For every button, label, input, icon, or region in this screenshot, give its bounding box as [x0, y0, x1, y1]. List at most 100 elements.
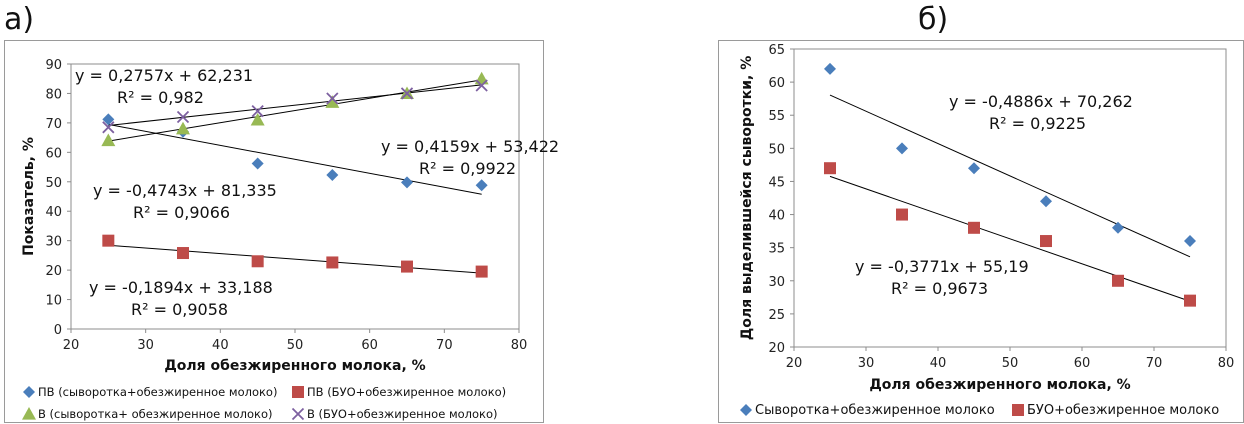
x-tick-label: 60	[1074, 356, 1091, 371]
legend-label: В (БУО+обезжиренное молоко)	[307, 407, 498, 421]
data-point-series-3	[102, 121, 115, 134]
trendline-series-1	[108, 244, 482, 274]
x-tick-label: 70	[436, 338, 453, 353]
data-point-series-0	[251, 157, 264, 170]
data-point-series-1	[1112, 274, 1124, 287]
data-point-series-2	[101, 133, 116, 147]
data-point-series-1	[401, 260, 413, 273]
legend-label: ПВ (сыворотка+обезжиренное молоко)	[38, 385, 277, 399]
x-tick-label: 40	[212, 338, 229, 353]
y-tick-label: 50	[45, 176, 62, 191]
data-point-series-1	[251, 255, 264, 268]
x-tick-label: 30	[137, 338, 154, 353]
data-point-series-0	[401, 176, 413, 189]
x-tick-label: 80	[511, 338, 528, 353]
data-point-series-1	[475, 265, 488, 278]
x-axis-title: Доля обезжиренного молока, %	[869, 377, 1130, 393]
data-point-series-0	[1040, 195, 1052, 208]
legend-marker	[292, 386, 304, 398]
trendline-r2: R² = 0,9673	[891, 279, 988, 298]
data-point-series-1	[102, 234, 115, 247]
y-tick-label: 35	[768, 242, 785, 257]
x-axis-title: Доля обезжиренного молока, %	[164, 358, 425, 374]
trendline-r2: R² = 0,982	[117, 88, 204, 107]
trendline-series-2	[108, 79, 482, 142]
legend-label: В (сыворотка+ обезжиренное молоко)	[38, 407, 272, 421]
data-point-series-3	[326, 92, 339, 105]
data-point-series-2	[474, 71, 489, 85]
trendline-r2: R² = 0,9066	[133, 203, 230, 222]
x-tick-label: 80	[1218, 356, 1235, 371]
trendline-series-0	[829, 94, 1191, 258]
chart-a-frame: 0 10 20 30 40 50 60 70 80 90 20 30 40 50 60 70 80 Доля об…	[4, 40, 559, 423]
y-tick-label: 65	[768, 43, 785, 58]
y-tick-label: 45	[768, 175, 785, 190]
legend-marker	[23, 386, 35, 398]
trendline-equation: y = 0,2757x + 62,231	[75, 66, 253, 85]
trendline-r2: R² = 0,9922	[419, 159, 516, 178]
legend-marker	[740, 404, 752, 416]
x-tick-label: 40	[930, 356, 947, 371]
data-point-series-2	[325, 95, 340, 108]
x-tick-label: 70	[1146, 356, 1163, 371]
legend-label: Сыворотка+обезжиренное молоко	[755, 403, 995, 418]
data-point-series-1	[1184, 294, 1196, 307]
x-tick-label: 60	[361, 338, 378, 353]
chart-b: 20 25 30 35 40 45 50 55 60 65 20 30 40 50 60 70 80 Доля о…	[739, 43, 1235, 418]
data-point-series-1	[824, 162, 836, 175]
y-tick-label: 30	[45, 235, 62, 250]
trendline-equation: y = -0,4743x + 81,335	[93, 181, 277, 200]
data-point-series-0	[968, 162, 980, 175]
data-point-series-2	[250, 112, 265, 126]
y-tick-label: 20	[768, 341, 785, 356]
data-point-series-0	[824, 62, 836, 75]
trendline-equation: y = -0,3771x + 55,19	[855, 257, 1029, 276]
data-point-series-0	[1112, 221, 1124, 234]
y-axis-title: Показатель, %	[21, 137, 37, 256]
y-tick-label: 60	[45, 146, 62, 161]
legend-label: ПВ (БУО+обезжиренное молоко)	[307, 385, 506, 399]
panel-label-a: а)	[4, 2, 35, 37]
y-tick-label: 30	[768, 275, 785, 290]
trendline-series-0	[108, 123, 482, 195]
y-tick-label: 55	[768, 109, 785, 124]
y-axis-title: Доля выделившейся сыворотки, %	[739, 56, 755, 341]
trendline-equation: y = -0,1894x + 33,188	[89, 278, 273, 297]
trendline-equation: y = 0,4159x + 53,422	[381, 137, 559, 156]
data-point-series-0	[326, 169, 339, 182]
x-tick-label: 30	[858, 356, 875, 371]
data-point-series-3	[176, 110, 190, 124]
y-tick-label: 50	[768, 142, 785, 157]
y-tick-label: 20	[45, 264, 62, 279]
data-point-series-3	[251, 104, 264, 118]
trendline-r2: R² = 0,9058	[131, 300, 228, 319]
panel-label-b: б)	[918, 2, 949, 37]
trendline-series-3	[108, 84, 482, 126]
y-tick-label: 25	[768, 308, 785, 323]
x-tick-label: 50	[1002, 356, 1019, 371]
y-tick-label: 40	[45, 205, 62, 220]
data-point-series-1	[896, 208, 908, 221]
data-point-series-1	[1040, 235, 1052, 248]
x-tick-label: 20	[786, 356, 803, 371]
data-point-series-3	[475, 79, 488, 92]
legend-marker	[291, 407, 305, 421]
data-point-series-1	[326, 256, 339, 269]
data-point-series-1	[968, 221, 980, 234]
y-tick-label: 0	[54, 323, 62, 338]
y-tick-label: 90	[45, 58, 62, 73]
data-point-series-0	[1184, 235, 1196, 248]
data-point-series-0	[102, 113, 115, 126]
trendline-series-1	[829, 175, 1191, 302]
x-tick-label: 50	[287, 338, 304, 353]
y-tick-label: 70	[45, 117, 62, 132]
y-tick-label: 40	[768, 209, 785, 224]
chart-a: 0 10 20 30 40 50 60 70 80 90 20 30 40 50 60 70 80 Доля об…	[21, 58, 559, 421]
data-point-series-3	[400, 87, 414, 100]
legend-marker	[22, 407, 36, 420]
y-tick-label: 80	[45, 87, 62, 102]
data-point-series-0	[896, 142, 908, 155]
trendline-equation: y = -0,4886x + 70,262	[949, 92, 1133, 111]
trendline-r2: R² = 0,9225	[989, 114, 1086, 133]
legend-marker	[1012, 404, 1024, 416]
